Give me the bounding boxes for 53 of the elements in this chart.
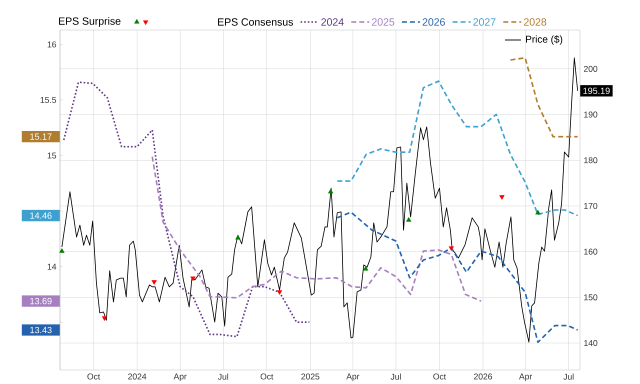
x-tick-label: 2024	[128, 373, 146, 380]
y-tick-label: 16	[48, 41, 56, 48]
x-tick-label: Oct	[87, 373, 100, 380]
y2-tick-label: 160	[584, 248, 598, 254]
y2-tick-label: 140	[584, 340, 598, 346]
legend-label: 2025	[372, 18, 394, 26]
y2-tick-label: 180	[584, 157, 598, 164]
text: 13.43	[30, 326, 52, 333]
line-series	[151, 156, 482, 302]
line-series	[336, 80, 578, 216]
point	[190, 276, 196, 281]
legend-title: EPS Consensus	[218, 18, 293, 26]
line-series	[62, 57, 578, 342]
line-series	[336, 211, 578, 343]
point	[448, 246, 454, 251]
text: 15.17	[30, 133, 52, 140]
point	[235, 234, 241, 240]
point	[406, 216, 412, 222]
legend-label: 2026	[422, 18, 445, 26]
point	[102, 316, 108, 321]
x-tick-label: Oct	[433, 373, 446, 380]
y2-tick-label: 170	[584, 202, 598, 209]
point	[328, 188, 334, 194]
point	[152, 280, 157, 285]
legend-label: 2027	[473, 18, 496, 26]
y-tick-label: 14	[48, 264, 56, 270]
x-tick-label: 2025	[301, 373, 320, 380]
point	[363, 266, 368, 270]
legend-label: 2028	[524, 18, 546, 26]
x-tick-label: 2026	[474, 373, 492, 380]
text: EPS Surprise	[59, 16, 121, 27]
point	[499, 194, 505, 200]
x-tick-label: Jul	[563, 373, 574, 380]
point	[535, 210, 541, 214]
series-label: Price ($)	[526, 35, 562, 45]
x-tick-label: Oct	[260, 373, 274, 380]
text: 14.46	[30, 212, 52, 219]
text: 13.69	[30, 298, 52, 304]
y-tick-label: 15.5	[40, 96, 56, 103]
legend-label: 2024	[321, 18, 344, 26]
y2-tick-label: 200	[584, 66, 598, 72]
y-tick-label: 15	[48, 152, 56, 158]
x-tick-label: Apr	[174, 373, 187, 381]
y2-tick-label: 150	[584, 294, 598, 300]
point	[59, 248, 65, 253]
x-tick-label: Jul	[218, 373, 228, 380]
line-series	[62, 81, 310, 338]
x-tick-label: Apr	[519, 373, 532, 381]
point	[276, 290, 282, 295]
x-tick-label: Apr	[346, 373, 360, 381]
y2-tick-label: 190	[584, 111, 598, 118]
x-tick-label: Jul	[390, 373, 401, 380]
data-label: 195.19	[583, 87, 610, 94]
